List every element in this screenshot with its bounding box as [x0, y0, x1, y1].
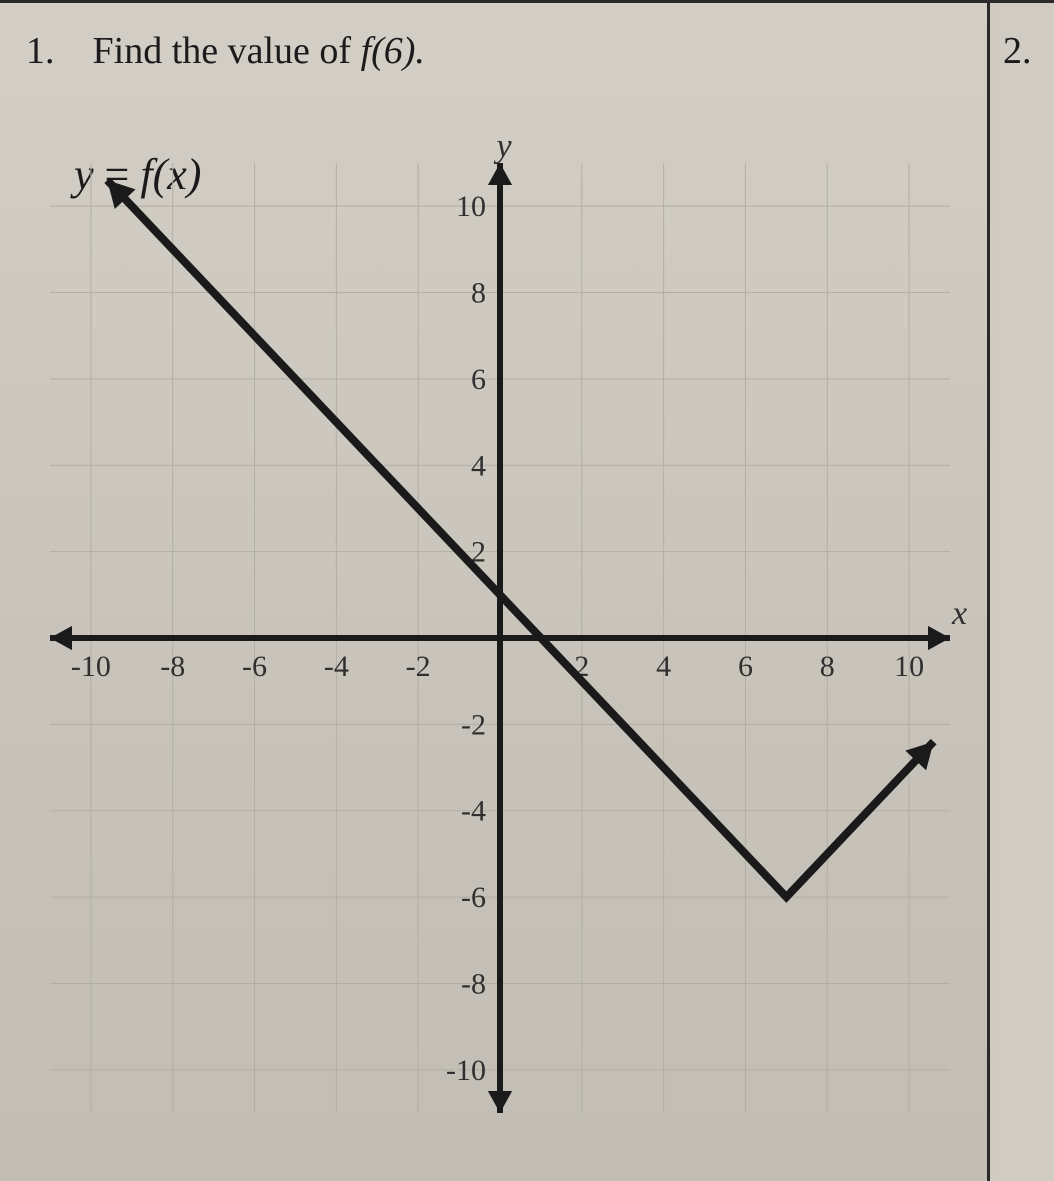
axes	[50, 163, 950, 1113]
x-tick-label: 10	[894, 650, 924, 683]
function-line	[107, 180, 933, 897]
question-number-2: 2.	[1003, 29, 1032, 73]
problem-cell-1: 1. Find the value of f(6). y = f(x) -10-…	[0, 3, 990, 1181]
y-axis-label: y	[493, 133, 512, 165]
x-tick-label: 8	[820, 650, 835, 683]
x-tick-label: -10	[71, 650, 111, 683]
question-text: 1. Find the value of f(6).	[26, 29, 425, 73]
x-axis-label: x	[951, 595, 967, 632]
y-tick-label: 10	[456, 190, 486, 223]
y-tick-label: -8	[461, 967, 486, 1000]
x-tick-label: -6	[242, 650, 267, 683]
y-tick-label: -2	[461, 708, 486, 741]
problem-cell-2: 2.	[993, 3, 1054, 1181]
y-tick-label: 4	[471, 449, 486, 482]
y-tick-label: -6	[461, 881, 486, 914]
worksheet-page: 1. Find the value of f(6). y = f(x) -10-…	[0, 0, 1054, 1181]
graph-svg: -10-8-6-4-2246810-10-8-6-4-2246810yx	[30, 133, 970, 1143]
y-tick-label: 8	[471, 277, 486, 310]
x-tick-label: 4	[656, 650, 671, 683]
x-tick-label: 6	[738, 650, 753, 683]
x-tick-label: -4	[324, 650, 349, 683]
y-tick-label: -10	[446, 1054, 486, 1087]
x-tick-label: -8	[160, 650, 185, 683]
y-tick-label: -4	[461, 795, 486, 828]
x-tick-label: -2	[406, 650, 431, 683]
chart-area: -10-8-6-4-2246810-10-8-6-4-2246810yx	[30, 133, 970, 1143]
y-tick-label: 6	[471, 363, 486, 396]
question-prompt: Find the value of	[93, 30, 361, 72]
question-func: f(6).	[361, 30, 425, 72]
question-number: 1.	[26, 30, 55, 72]
